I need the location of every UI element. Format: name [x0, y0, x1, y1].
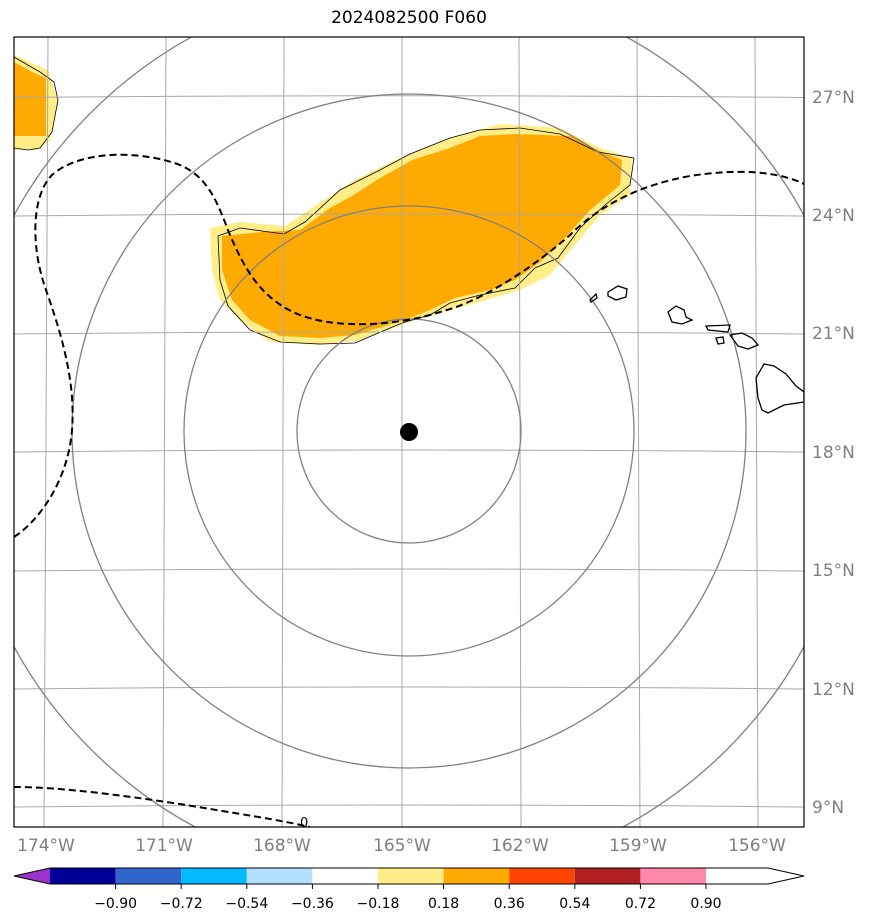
map-title: 2024082500 F060	[331, 8, 487, 28]
anomaly-fill-orange-main	[222, 134, 622, 338]
anomaly-contour	[14, 56, 59, 151]
island-maui	[728, 332, 760, 350]
colorbar-segment	[50, 868, 116, 884]
lon-label: 165°W	[373, 836, 431, 856]
colorbar-tick-label: −0.18	[357, 896, 400, 912]
zero-contour-south	[14, 786, 311, 827]
colorbar-tick-label: −0.72	[160, 896, 203, 912]
lat-line-15	[14, 568, 804, 572]
anomaly-contour-main	[217, 127, 635, 345]
lat-line-24	[14, 213, 804, 217]
lon-label: 168°W	[253, 836, 311, 856]
contour-label: 0	[300, 816, 308, 831]
lon-label: 174°W	[17, 836, 75, 856]
island-kauai	[607, 285, 628, 301]
lon-line-171	[162, 37, 167, 827]
colorbar-segment	[312, 868, 378, 884]
lon-label: 159°W	[609, 836, 667, 856]
island-niihau	[589, 292, 598, 303]
lon-label: 171°W	[135, 836, 193, 856]
lat-label: 21°N	[812, 324, 855, 344]
colorbar-segment	[509, 868, 575, 884]
lat-line-18	[14, 449, 804, 453]
lat-line-12	[14, 686, 804, 690]
map-area: 0	[14, 37, 804, 831]
colorbar-segment	[574, 868, 641, 884]
colorbar-tick-label: −0.90	[94, 896, 137, 912]
colorbar-tick-label: −0.36	[291, 896, 334, 912]
lat-label: 24°N	[812, 206, 855, 226]
storm-center-marker	[400, 423, 418, 441]
colorbar-tick-label: 0.90	[690, 896, 721, 912]
island-lanai	[715, 336, 725, 345]
lat-label: 27°N	[812, 88, 855, 108]
colorbar-ticks	[115, 884, 707, 889]
colorbar-tick-label: 0.72	[625, 896, 656, 912]
anomaly-fill-orange-west	[14, 62, 46, 136]
graticule	[14, 37, 804, 827]
colorbar-segment	[246, 868, 313, 884]
colorbar-tick-label: −0.54	[225, 896, 268, 912]
colorbar-tick-label: 0.18	[428, 896, 459, 912]
colorbar-segment	[181, 868, 247, 884]
map-frame	[13, 36, 805, 828]
colorbar-segment	[378, 868, 444, 884]
colorbar-segment	[14, 868, 50, 884]
lat-line-21	[14, 331, 804, 335]
colorbar-segment	[640, 868, 706, 884]
colorbar-segment	[115, 868, 182, 884]
lat-line-9	[14, 804, 804, 808]
lon-label: 162°W	[491, 836, 549, 856]
colorbar: −0.90 −0.72 −0.54 −0.36 −0.18 0.18 0.36 …	[13, 867, 805, 912]
colorbar-tick-label: 0.36	[494, 896, 525, 912]
lat-label: 18°N	[812, 443, 855, 463]
lat-line-27	[14, 95, 804, 98]
shaded-field	[14, 55, 632, 345]
zero-contour	[14, 153, 804, 827]
lat-label: 9°N	[812, 798, 844, 818]
colorbar-tick-label: 0.54	[559, 896, 590, 912]
lat-label: 15°N	[812, 561, 855, 581]
lon-line-168	[281, 37, 285, 827]
lon-line-162	[518, 37, 522, 827]
lat-labels: 27°N 24°N 21°N 18°N 15°N 12°N 9°N	[812, 88, 855, 818]
lon-line-159	[636, 37, 641, 827]
coastline	[589, 285, 804, 414]
colorbar-outline	[13, 867, 805, 885]
lon-line-156	[754, 37, 759, 827]
lon-label: 156°W	[728, 836, 786, 856]
lat-label: 12°N	[812, 680, 855, 700]
lon-labels: 174°W 171°W 168°W 165°W 162°W 159°W 156°…	[17, 836, 786, 856]
colorbar-segment	[443, 868, 510, 884]
island-hawaii	[755, 363, 804, 414]
island-molokai	[704, 324, 731, 333]
range-ring-2	[183, 205, 635, 657]
zero-contour-main	[14, 153, 804, 538]
island-oahu	[667, 305, 694, 325]
